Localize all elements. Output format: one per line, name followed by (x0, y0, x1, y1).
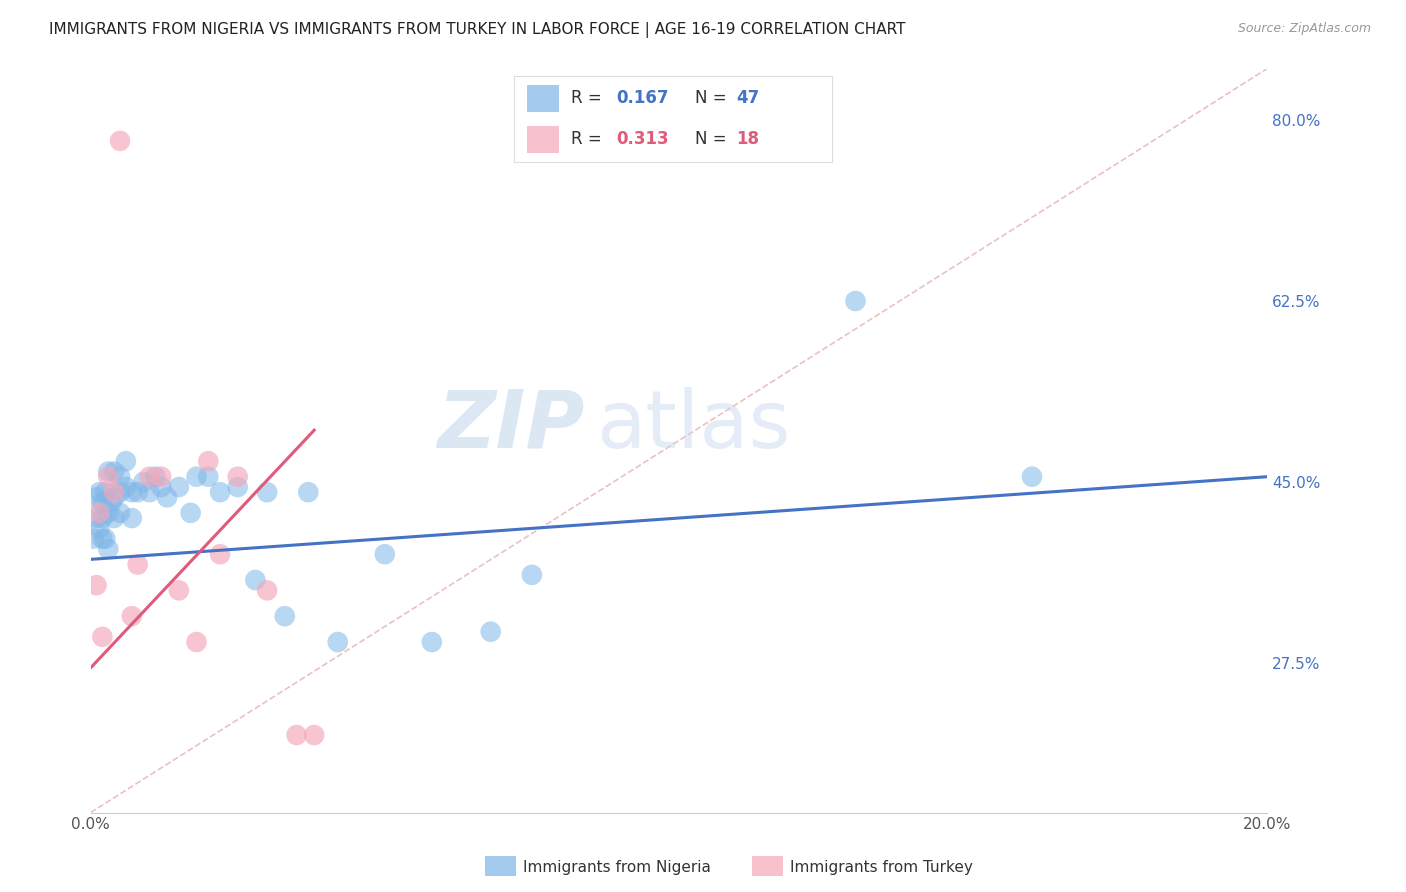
Point (167, 480, 190, 494)
Point (121, 511, 143, 525)
Point (108, 469, 131, 483)
Point (121, 609, 143, 624)
Point (91, 495, 114, 509)
Point (86, 578, 108, 592)
Point (121, 485, 143, 500)
Point (256, 485, 278, 500)
Point (256, 583, 278, 598)
Text: Source: ZipAtlas.com: Source: ZipAtlas.com (1237, 22, 1371, 36)
Point (374, 547, 396, 561)
Point (89, 485, 111, 500)
Point (226, 469, 249, 483)
Point (103, 465, 125, 479)
Point (1021, 469, 1043, 483)
Text: Immigrants from Nigeria: Immigrants from Nigeria (523, 860, 711, 874)
Point (197, 469, 219, 483)
Point (143, 469, 166, 483)
Point (420, 635, 443, 649)
Point (89, 506, 111, 520)
Text: ZIP: ZIP (437, 386, 585, 465)
Point (97, 465, 120, 479)
Point (103, 491, 125, 505)
Point (186, 635, 208, 649)
Text: IMMIGRANTS FROM NIGERIA VS IMMIGRANTS FROM TURKEY IN LABOR FORCE | AGE 16-19 COR: IMMIGRANTS FROM NIGERIA VS IMMIGRANTS FR… (49, 22, 905, 38)
Point (226, 480, 249, 494)
Point (86, 491, 108, 505)
Point (97, 542, 120, 557)
Point (138, 469, 160, 483)
Point (103, 485, 125, 500)
Point (94, 532, 117, 546)
Point (479, 624, 502, 639)
Point (115, 480, 138, 494)
Point (83, 532, 105, 546)
Point (197, 454, 219, 468)
Point (138, 485, 160, 500)
Point (103, 511, 125, 525)
Point (132, 475, 155, 489)
Point (150, 469, 173, 483)
Point (326, 635, 349, 649)
Text: Immigrants from Turkey: Immigrants from Turkey (790, 860, 973, 874)
Point (89, 521, 111, 535)
Point (285, 728, 308, 742)
Point (108, 485, 131, 500)
Point (97, 506, 120, 520)
Point (86, 511, 108, 525)
Point (844, 293, 866, 308)
Point (108, 134, 131, 148)
Text: atlas: atlas (596, 386, 792, 465)
Point (274, 609, 297, 624)
Point (156, 491, 179, 505)
Point (127, 485, 149, 500)
Point (91, 511, 114, 525)
Point (108, 506, 131, 520)
Point (297, 485, 319, 500)
Point (167, 583, 190, 598)
Point (91, 532, 114, 546)
Point (245, 573, 267, 587)
Point (91, 630, 114, 644)
Point (115, 454, 138, 468)
Point (180, 506, 202, 520)
Point (209, 485, 232, 500)
Point (100, 495, 122, 509)
Point (302, 728, 325, 742)
Point (186, 469, 208, 483)
Point (150, 480, 173, 494)
Point (94, 485, 117, 500)
Point (209, 547, 232, 561)
Point (520, 567, 543, 582)
Point (97, 469, 120, 483)
Point (127, 558, 149, 572)
